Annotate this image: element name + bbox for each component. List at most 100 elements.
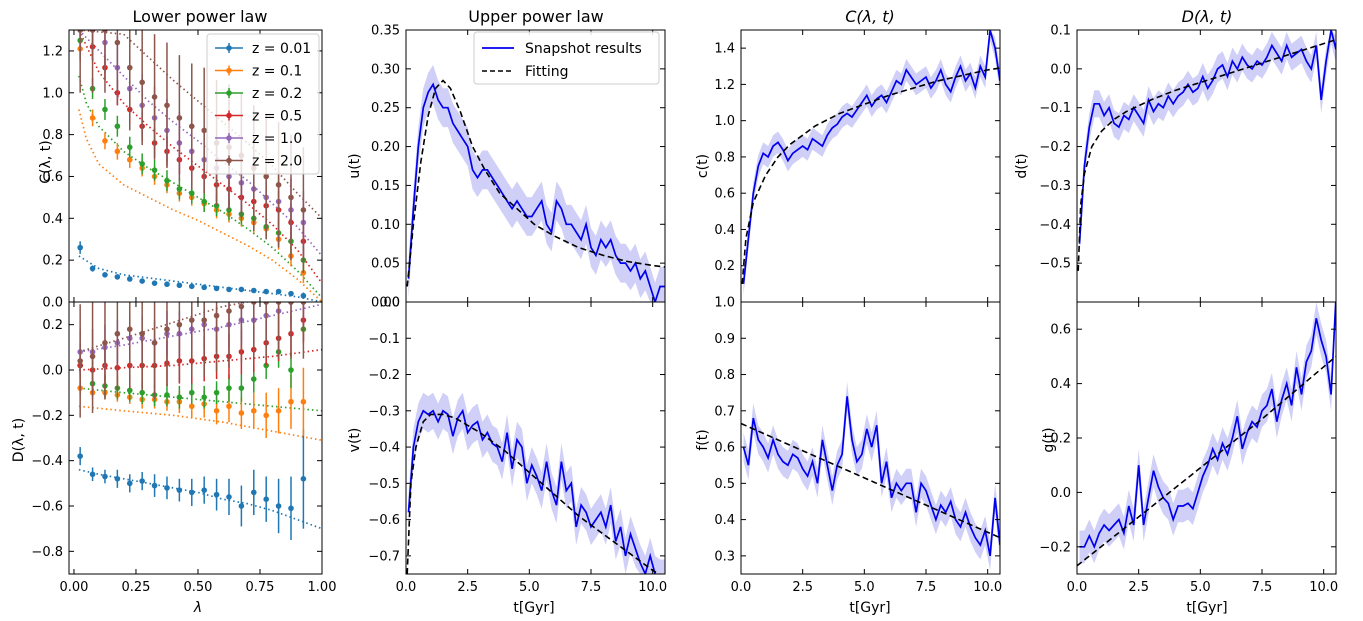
y-tick-label: −0.4 — [1039, 218, 1071, 233]
data-point — [164, 177, 170, 184]
x-tick-label: 0.50 — [184, 580, 213, 595]
data-point — [213, 389, 220, 396]
x-tick-label: 7.5 — [581, 580, 602, 595]
data-point — [114, 330, 121, 337]
data-point — [213, 285, 220, 292]
legend-swatch-dot — [226, 157, 232, 164]
fit-line — [406, 413, 661, 574]
data-point — [250, 408, 257, 414]
y-tick-label: 0.0 — [379, 296, 400, 311]
y-tick-label: 0.2 — [714, 259, 735, 274]
data-point — [300, 302, 307, 305]
uncertainty-band — [743, 30, 1000, 295]
data-point — [300, 292, 307, 299]
data-point — [250, 376, 257, 382]
y-tick-label: 0.1 — [1050, 24, 1071, 39]
y-tick-label: −0.6 — [368, 513, 400, 528]
x-axis-label: t[Gyr] — [849, 600, 890, 616]
y-tick-label: 0.9 — [714, 332, 735, 347]
data-point — [77, 358, 83, 364]
y-axis-label: C(λ, t) — [38, 140, 54, 183]
fit-curve-series-0 — [78, 255, 322, 302]
axes-frame — [1076, 301, 1337, 575]
fit-curve-series-1 — [78, 405, 322, 442]
data-point — [238, 303, 245, 310]
fit-line — [1077, 355, 1336, 567]
y-tick-label: 0.6 — [714, 187, 735, 202]
y-tick-label: 0.15 — [371, 179, 400, 194]
y-tick-label: 0.00 — [371, 296, 400, 311]
data-point — [89, 30, 96, 33]
fit-line — [1077, 38, 1336, 271]
legend-label: z = 0.5 — [252, 109, 302, 125]
data-point — [250, 302, 257, 305]
x-tick-label: 0.75 — [246, 580, 275, 595]
x-tick-label: 10.0 — [1309, 580, 1338, 595]
data-point — [164, 485, 170, 491]
data-point — [89, 471, 96, 478]
x-tick-label: 0.00 — [59, 580, 88, 595]
data-point — [114, 476, 121, 482]
data-point — [89, 115, 96, 121]
data-point — [139, 278, 145, 284]
data-point — [250, 489, 257, 496]
data-point — [139, 79, 145, 86]
data-point — [102, 473, 108, 480]
axes-frame — [740, 301, 1001, 575]
data-point — [275, 288, 282, 295]
x-tick-label: 5.0 — [854, 580, 875, 595]
y-tick-label: 0.4 — [1050, 377, 1071, 392]
data-point — [263, 288, 269, 295]
fit-curve-series-4 — [78, 30, 322, 257]
y-tick-label: 0.7 — [714, 404, 735, 419]
fit-curve-series-5 — [78, 30, 322, 219]
data-point — [188, 389, 195, 396]
data-point — [300, 476, 307, 482]
legend-label: z = 0.1 — [252, 64, 302, 80]
data-point — [139, 161, 145, 167]
y-tick-label: 1.0 — [714, 296, 735, 311]
x-tick-label: 0.25 — [121, 580, 150, 595]
y-tick-label: −0.5 — [368, 477, 400, 492]
data-point — [126, 156, 133, 163]
y-tick-label: 0.20 — [371, 140, 400, 155]
data-point — [288, 290, 294, 297]
data-point — [188, 190, 195, 196]
data-point — [151, 167, 158, 173]
panel-title: Upper power law — [468, 7, 603, 26]
y-axis-label: D(λ, t) — [11, 418, 27, 462]
panel-c: 0.2 0.4 0.6 0.8 1.0 1.2 1.4 C(λ, t) c(t) — [695, 7, 1001, 303]
legend: z = 0.01 z = 0.1 z = 0.2 z = 0.5 z = 1.0 z = … — [206, 33, 320, 175]
data-point — [89, 353, 96, 360]
y-tick-label: −0.1 — [368, 332, 400, 347]
legend-swatch-dot — [226, 135, 232, 141]
y-tick-label: 1.4 — [714, 42, 735, 57]
y-tick-label: 1.2 — [42, 44, 63, 59]
data-point — [176, 487, 183, 493]
y-axis-label: c(t) — [695, 154, 711, 178]
panel-upper-u: 0.00 0.05 0.10 0.15 0.20 0.25 0.30 0.35 Upper p… — [347, 7, 666, 311]
y-tick-label: 0.35 — [371, 24, 400, 39]
data-point — [300, 398, 307, 405]
data-point — [188, 489, 195, 496]
data-point — [201, 317, 207, 323]
y-tick-label: 0.3 — [714, 549, 735, 564]
y-axis-label: g(t) — [1041, 427, 1057, 452]
axes-frame — [68, 301, 323, 575]
y-tick-label: 1.0 — [714, 114, 735, 129]
legend-swatch-dot — [226, 90, 232, 96]
y-tick-label: −0.3 — [1039, 179, 1071, 194]
panel-f: 0.3 0.4 0.5 0.6 0.7 0.8 0.9 1.0 0.0 2.5 5.0 7.5 10.0… — [695, 296, 1002, 617]
legend-label-fitting: Fitting — [525, 64, 569, 80]
y-tick-label: 0.0 — [1050, 486, 1071, 501]
uncertainty-band — [743, 381, 1000, 571]
y-tick-label: 0.4 — [714, 513, 735, 528]
panel-title: Lower power law — [133, 7, 268, 26]
x-tick-label: 5.0 — [1190, 580, 1211, 595]
x-tick-label: 5.0 — [519, 580, 540, 595]
legend-swatch-dot — [226, 67, 232, 74]
y-tick-label: 0.2 — [42, 318, 63, 333]
x-tick-label: 0.0 — [731, 580, 752, 595]
axes-frame — [405, 301, 666, 575]
panel-lower-power-law-d: −0.8 −0.6 −0.4 −0.2 0.0 0.2 0.00 0.25 0.50 0.75 1.… — [11, 301, 336, 616]
